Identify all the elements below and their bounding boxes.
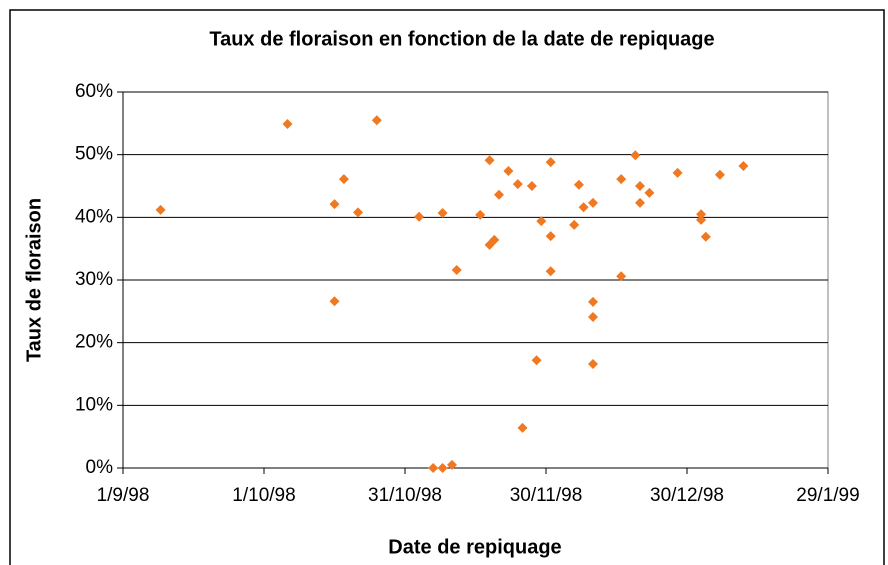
point <box>517 422 528 433</box>
point <box>155 204 166 215</box>
x-tick-label: 1/10/98 <box>232 485 295 506</box>
point <box>588 311 598 322</box>
point <box>451 264 462 275</box>
point <box>371 115 382 126</box>
point <box>414 211 425 222</box>
point <box>428 463 439 473</box>
y-tick-label: 50% <box>75 144 113 165</box>
point <box>644 187 655 198</box>
point <box>437 463 448 473</box>
point <box>578 202 589 213</box>
point <box>545 157 556 168</box>
point <box>531 355 542 366</box>
chart-title: Taux de floraison en fonction de la date… <box>209 28 714 50</box>
point <box>437 207 448 218</box>
point <box>545 231 556 242</box>
point <box>588 197 598 208</box>
y-tick-label: 40% <box>75 206 113 227</box>
point <box>475 209 486 220</box>
y-tick-label: 0% <box>86 457 114 478</box>
x-tick-label: 30/11/98 <box>510 485 583 506</box>
y-tick-label: 60% <box>75 81 113 102</box>
point <box>526 181 537 191</box>
point <box>329 296 340 307</box>
point <box>588 358 598 369</box>
x-tick-label: 29/1/99 <box>796 485 859 506</box>
y-tick-label: 20% <box>75 332 113 353</box>
point <box>503 165 514 176</box>
point <box>635 197 645 208</box>
y-tick-label: 10% <box>75 394 113 415</box>
x-tick-label: 31/10/98 <box>368 485 442 506</box>
x-axis-label: Date de repiquage <box>388 536 561 558</box>
point <box>447 459 457 470</box>
point <box>329 199 340 210</box>
point <box>588 296 598 307</box>
y-tick-label: 30% <box>75 269 113 290</box>
point <box>569 219 580 230</box>
x-tick-label: 30/12/98 <box>650 485 724 506</box>
point <box>282 118 293 129</box>
x-tick-label: 1/9/98 <box>97 485 150 506</box>
point <box>353 207 363 218</box>
point <box>714 169 725 180</box>
point <box>738 160 749 171</box>
point <box>512 179 523 190</box>
point <box>700 231 711 242</box>
point <box>630 150 641 161</box>
point <box>489 234 500 245</box>
y-axis-label: Taux de floraison <box>23 198 45 362</box>
point <box>494 189 504 200</box>
point <box>545 266 556 277</box>
point <box>536 216 547 227</box>
point <box>484 155 495 166</box>
point <box>635 181 645 191</box>
point <box>672 167 683 178</box>
point <box>573 179 584 190</box>
point <box>338 174 349 185</box>
point <box>616 271 627 282</box>
point <box>696 209 707 220</box>
point <box>696 214 707 225</box>
point <box>616 174 627 185</box>
